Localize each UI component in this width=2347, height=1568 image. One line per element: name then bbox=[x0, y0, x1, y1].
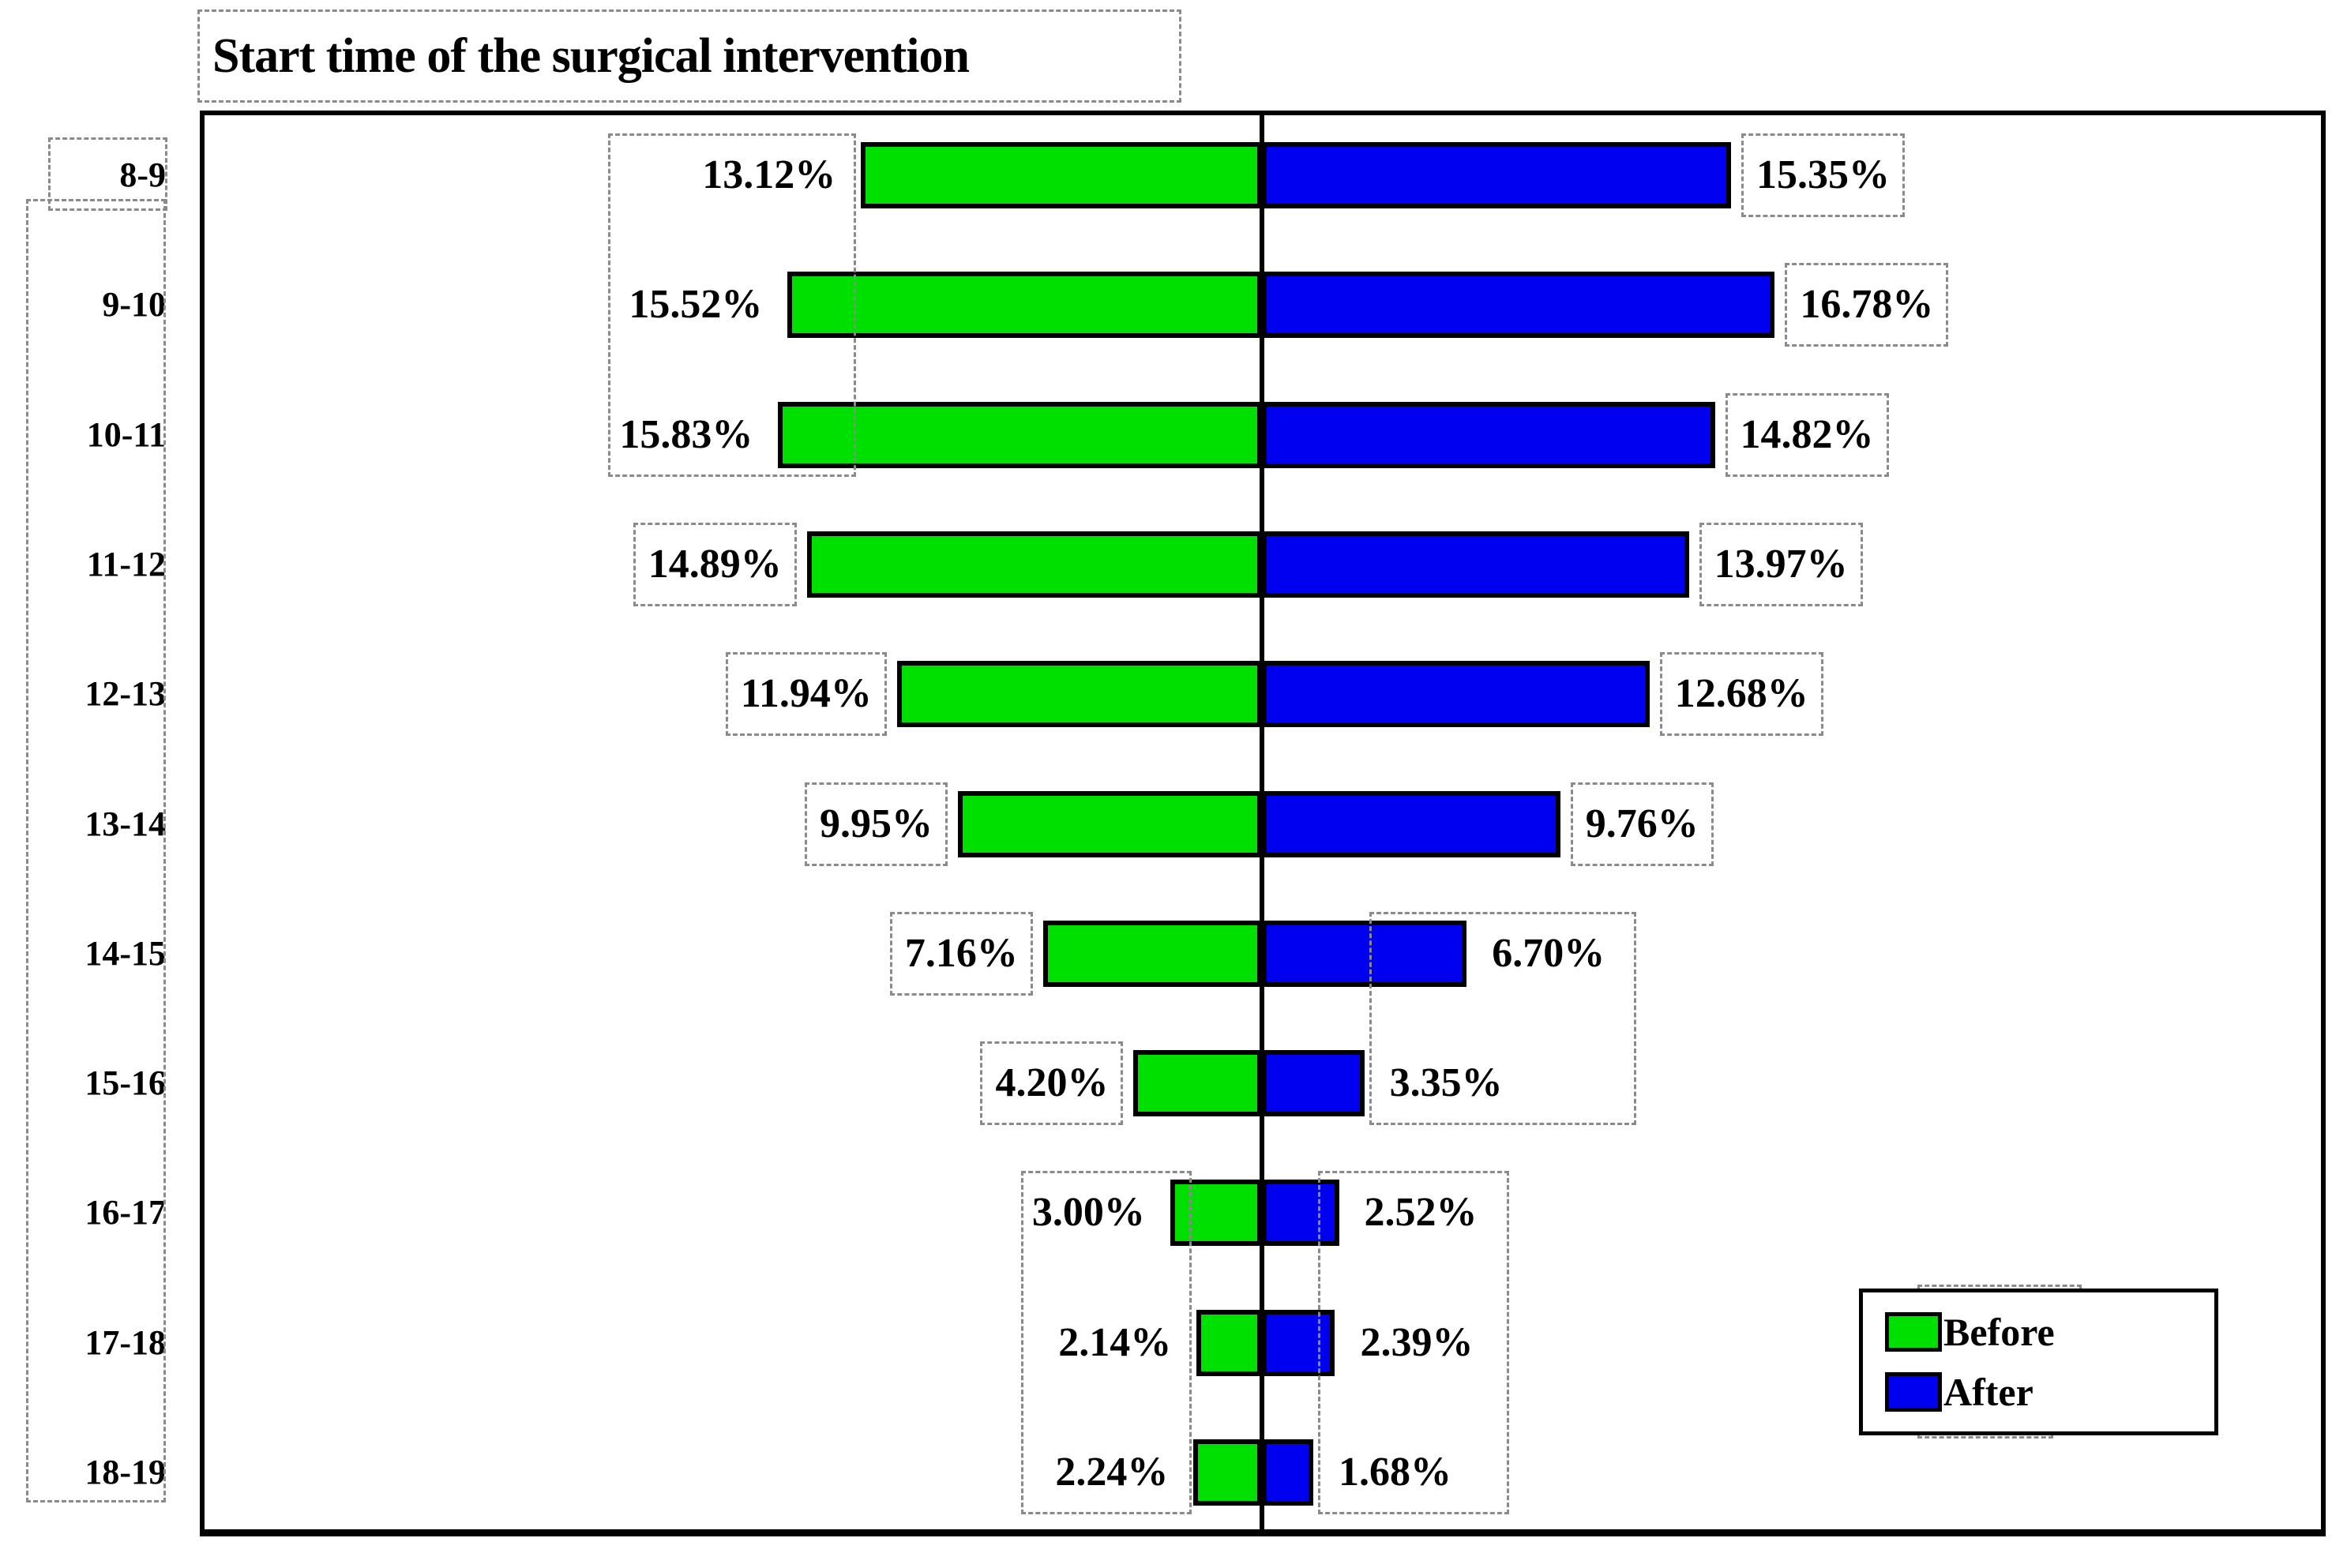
bar-before-8-9 bbox=[861, 142, 1262, 208]
value-label-after: 15.35% bbox=[1741, 133, 1906, 217]
bar-after-8-9 bbox=[1262, 142, 1732, 208]
bar-after-14-15 bbox=[1262, 920, 1467, 987]
bar-before-13-14 bbox=[957, 790, 1262, 857]
value-label-after: 13.97% bbox=[1699, 522, 1863, 606]
bar-before-18-19 bbox=[1193, 1439, 1262, 1506]
legend: Before After bbox=[1859, 1289, 2218, 1435]
legend-item-before: Before bbox=[1863, 1312, 2214, 1352]
category-label: 12-13 bbox=[84, 674, 166, 714]
chart-title-box: Start time of the surgical intervention bbox=[197, 9, 1181, 103]
bar-before-9-10 bbox=[787, 272, 1262, 339]
value-label-after: 2.39% bbox=[1360, 1319, 1474, 1365]
category-label: 11-12 bbox=[86, 544, 166, 583]
bar-before-17-18 bbox=[1196, 1309, 1262, 1376]
value-label-before: 11.94% bbox=[725, 652, 887, 737]
value-label-before: 7.16% bbox=[889, 911, 1033, 996]
value-label-after: 3.35% bbox=[1389, 1060, 1503, 1106]
value-label-before: 13.12% bbox=[702, 152, 836, 197]
value-label-after: 16.78% bbox=[1785, 263, 1949, 347]
bar-after-11-12 bbox=[1262, 531, 1689, 598]
value-label-before: 9.95% bbox=[804, 782, 948, 866]
legend-item-after: After bbox=[1863, 1369, 2214, 1414]
selection-box-category-group bbox=[26, 199, 166, 1502]
value-label-after: 14.82% bbox=[1725, 392, 1889, 477]
bar-before-15-16 bbox=[1133, 1050, 1262, 1117]
value-label-before: 3.00% bbox=[1031, 1190, 1145, 1236]
bar-before-14-15 bbox=[1042, 920, 1262, 987]
value-label-after: 6.70% bbox=[1492, 930, 1605, 976]
legend-label-before: Before bbox=[1943, 1310, 2055, 1355]
bar-before-12-13 bbox=[896, 661, 1262, 728]
value-label-before: 2.24% bbox=[1055, 1450, 1169, 1495]
category-label: 16-17 bbox=[84, 1193, 166, 1232]
bar-after-16-17 bbox=[1262, 1180, 1339, 1247]
category-label: 8-9 bbox=[119, 156, 166, 194]
category-label: 15-16 bbox=[84, 1063, 166, 1103]
legend-swatch-after-icon bbox=[1885, 1371, 1942, 1412]
category-label: 14-15 bbox=[84, 933, 166, 973]
bar-after-18-19 bbox=[1262, 1439, 1314, 1506]
legend-label-after: After bbox=[1943, 1369, 2033, 1414]
bar-after-15-16 bbox=[1262, 1050, 1365, 1117]
bar-before-16-17 bbox=[1170, 1180, 1262, 1247]
value-label-before: 14.89% bbox=[633, 522, 797, 606]
value-label-after: 9.76% bbox=[1570, 782, 1714, 866]
chart-title: Start time of the surgical intervention bbox=[212, 28, 970, 83]
value-label-after: 12.68% bbox=[1659, 652, 1823, 737]
category-label: 13-14 bbox=[84, 804, 166, 843]
bar-before-10-11 bbox=[778, 401, 1262, 468]
bar-after-12-13 bbox=[1262, 661, 1650, 728]
value-label-before: 15.83% bbox=[619, 411, 753, 457]
bar-after-9-10 bbox=[1262, 272, 1775, 339]
bar-after-10-11 bbox=[1262, 401, 1715, 468]
bar-after-13-14 bbox=[1262, 790, 1560, 857]
category-label: 10-11 bbox=[86, 415, 166, 454]
bar-before-11-12 bbox=[806, 531, 1262, 598]
legend-swatch-before-icon bbox=[1885, 1312, 1942, 1352]
category-label: 18-19 bbox=[84, 1453, 166, 1491]
value-label-before: 2.14% bbox=[1058, 1319, 1172, 1365]
value-label-after: 1.68% bbox=[1339, 1450, 1452, 1495]
value-label-after: 2.52% bbox=[1364, 1190, 1478, 1236]
value-label-before: 4.20% bbox=[980, 1041, 1124, 1126]
bar-after-17-18 bbox=[1262, 1309, 1335, 1376]
category-label: 17-18 bbox=[84, 1322, 166, 1362]
category-label: 9-10 bbox=[102, 285, 166, 324]
value-label-before: 15.52% bbox=[629, 282, 763, 328]
